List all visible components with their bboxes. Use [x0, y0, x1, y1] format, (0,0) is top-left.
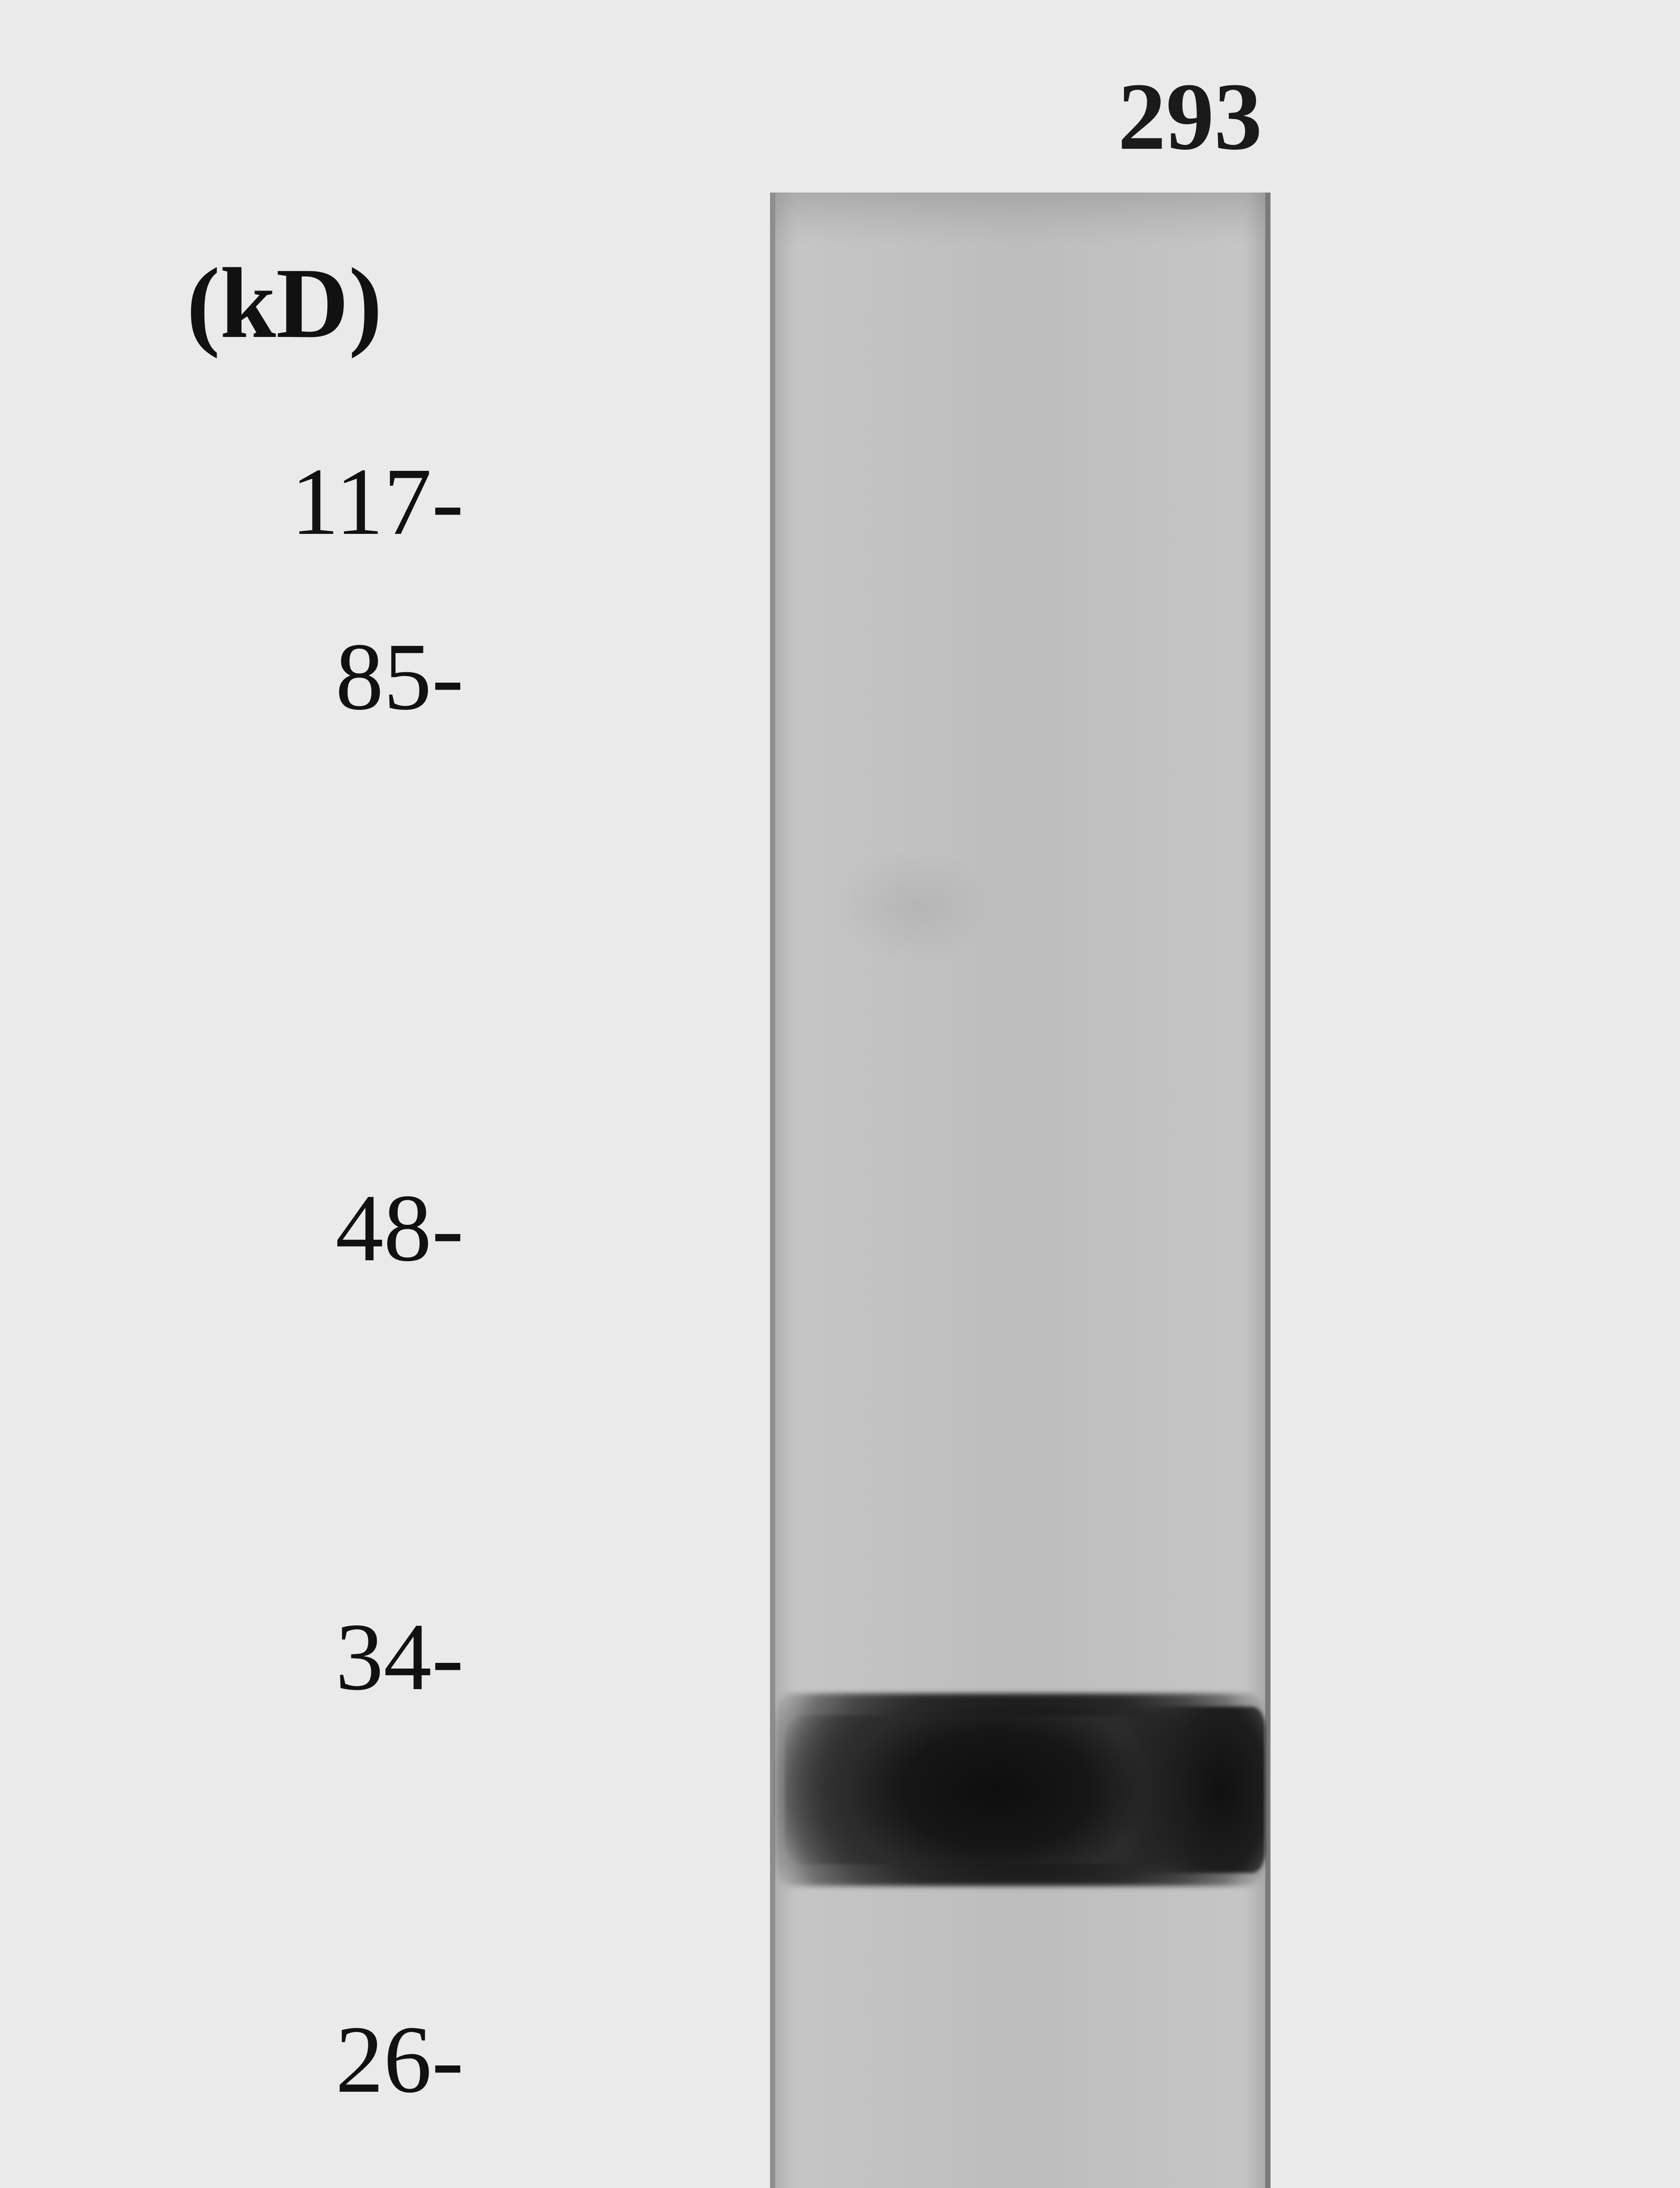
protein-band-right-lobe	[1118, 1707, 1265, 1873]
marker-26: 26-	[105, 2004, 464, 2115]
marker-48: 48-	[105, 1173, 464, 1283]
western-blot-figure: 293 (kD) 117- 85- 48- 34- 26- 19-	[0, 0, 1680, 2188]
unit-label-kd: (kD)	[105, 245, 464, 361]
lane-top-edge	[775, 193, 1265, 245]
marker-34: 34-	[105, 1602, 464, 1712]
blot-lane	[770, 193, 1270, 2188]
marker-117: 117-	[105, 446, 464, 557]
lane-label-293: 293	[945, 61, 1435, 172]
blot-layout-frame: 293 (kD) 117- 85- 48- 34- 26- 19-	[105, 61, 1575, 2188]
marker-85: 85-	[105, 621, 464, 732]
lane-artifact	[832, 849, 998, 963]
